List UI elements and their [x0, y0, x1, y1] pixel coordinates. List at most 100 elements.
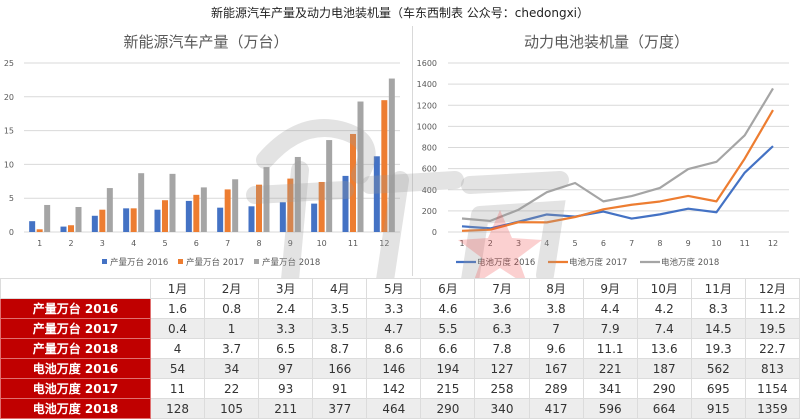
x-tick-label: 11: [740, 239, 750, 248]
table-cell: 4.7: [366, 318, 422, 339]
table-cell: 127: [474, 358, 530, 379]
y-tick-label: 800: [422, 144, 437, 153]
table-cell: 1: [204, 318, 260, 339]
bar: [388, 78, 395, 232]
table-cell: 464: [366, 398, 422, 419]
table-cell: 813: [744, 358, 800, 379]
table-cell: 221: [582, 358, 638, 379]
table-cell: 695: [690, 378, 746, 399]
row-label: 电池万度 2016: [0, 358, 151, 379]
table-cell: 187: [636, 358, 692, 379]
table-cell: 6.5: [258, 338, 314, 359]
table-cell: 5.5: [420, 318, 476, 339]
row-label: 产量万台 2016: [0, 298, 151, 319]
bar: [326, 140, 333, 232]
bar: [318, 181, 325, 232]
table-cell: 3.5: [312, 318, 368, 339]
bar: [200, 187, 207, 232]
table-cell: 167: [528, 358, 584, 379]
bar: [217, 207, 224, 232]
table-cell: 7.9: [582, 318, 638, 339]
x-tick-label: 5: [162, 239, 167, 248]
legend-swatch: [178, 259, 183, 264]
table-row: 电池万度 2017 11 22 93 91 142 215 258 289 341 290 695 11…: [0, 378, 800, 399]
bar: [154, 209, 161, 232]
table-cell: 34: [204, 358, 260, 379]
table-cell: 6.6: [420, 338, 476, 359]
table-cell: 4.4: [582, 298, 638, 319]
x-tick-label: 3: [100, 239, 105, 248]
bar: [75, 206, 82, 232]
bar: [185, 200, 192, 232]
x-tick-label: 2: [488, 239, 493, 248]
x-tick-label: 12: [768, 239, 778, 248]
bar: [279, 202, 286, 232]
column-header: 6月: [420, 278, 476, 299]
table-cell: 417: [528, 398, 584, 419]
bar: [263, 167, 270, 232]
y-tick-label: 1400: [417, 80, 437, 89]
table-cell: 97: [258, 358, 314, 379]
row-label: 产量万台 2018: [0, 338, 151, 359]
y-tick-label: 1600: [417, 59, 437, 68]
table-cell: 13.6: [636, 338, 692, 359]
y-tick-label: 15: [4, 127, 14, 136]
table-cell: 8.3: [690, 298, 746, 319]
line-series: [461, 109, 774, 232]
column-header: 11月: [690, 278, 746, 299]
x-tick-label: 10: [317, 239, 327, 248]
x-tick-label: 1: [459, 239, 464, 248]
y-tick-label: 25: [4, 59, 14, 68]
column-header: 4月: [312, 278, 368, 299]
x-tick-label: 11: [348, 239, 358, 248]
table-cell: 3.6: [474, 298, 530, 319]
battery-line-chart: 动力电池装机量（万度） 0 200 400 600 800 1000 1200 1400 160…: [413, 26, 800, 276]
column-header: 9月: [582, 278, 638, 299]
bar: [169, 173, 176, 232]
bar: [106, 188, 113, 232]
column-header: 7月: [474, 278, 530, 299]
table-cell: 93: [258, 378, 314, 399]
x-tick-label: 5: [573, 239, 578, 248]
table-cell: 7.4: [636, 318, 692, 339]
x-tick-label: 7: [629, 239, 634, 248]
bar: [256, 184, 262, 232]
production-bar-chart: 新能源汽车产量（万台） 0 5 10 15 20 25 1 2 3 4 5 6 7 8 9 10 11 12 产量万…: [0, 26, 413, 276]
table-cell: 142: [366, 378, 422, 399]
column-header: 2月: [204, 278, 260, 299]
table-cell: 1.6: [149, 298, 206, 319]
bar: [232, 179, 239, 232]
table-cell: 19.3: [690, 338, 746, 359]
legend-swatch: [102, 259, 107, 264]
bar: [287, 178, 294, 232]
table-cell: 4.2: [636, 298, 692, 319]
column-header: [0, 278, 151, 299]
table-cell: 19.5: [744, 318, 800, 339]
row-label: 电池万度 2018: [0, 398, 151, 419]
bar: [44, 204, 51, 232]
data-table: 1月 2月 3月 4月 5月 6月 7月 8月 9月 10月 11月 12月 产量万台 2016 1.6…: [0, 278, 800, 419]
table-cell: 258: [474, 378, 530, 399]
legend-swatch: [254, 259, 259, 264]
table-cell: 11.1: [582, 338, 638, 359]
bar: [342, 175, 349, 232]
bar: [224, 189, 231, 232]
column-header: 5月: [366, 278, 422, 299]
table-header-row: 1月 2月 3月 4月 5月 6月 7月 8月 9月 10月 11月 12月: [0, 278, 800, 299]
bar: [373, 156, 380, 232]
line-chart-title: 动力电池装机量（万度）: [523, 33, 689, 51]
table-row: 产量万台 2018 4 3.7 6.5 8.7 8.6 6.6 7.8 9.6 11.1 13.6 1…: [0, 338, 800, 359]
bar: [99, 209, 106, 232]
x-tick-label: 12: [379, 239, 389, 248]
table-cell: 8.6: [366, 338, 422, 359]
row-label: 产量万台 2017: [0, 318, 151, 339]
bar-chart-title: 新能源汽车产量（万台）: [123, 33, 289, 51]
page-title: 新能源汽车产量及动力电池装机量（车东西制表 公众号：chedongxi）: [0, 0, 800, 28]
table-cell: 2.4: [258, 298, 314, 319]
table-cell: 166: [312, 358, 368, 379]
bar: [311, 203, 318, 232]
legend-label: 电池万度 2018: [661, 257, 719, 268]
column-header: 12月: [744, 278, 800, 299]
bar: [162, 200, 168, 232]
table-cell: 0.8: [204, 298, 260, 319]
